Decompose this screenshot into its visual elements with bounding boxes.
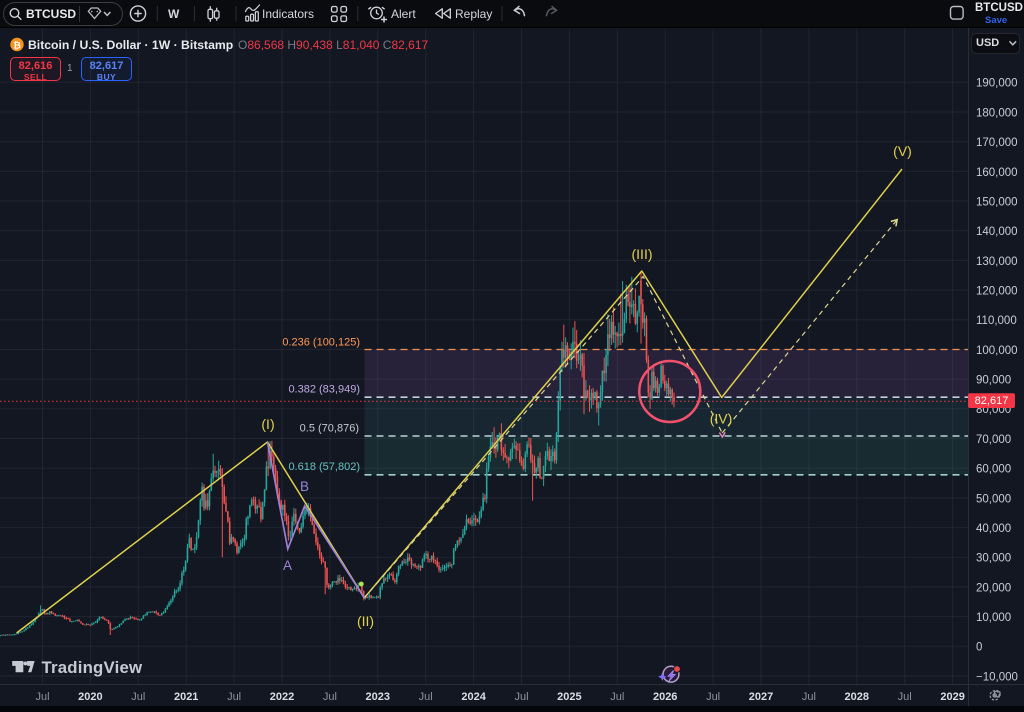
svg-text:Jul: Jul: [323, 691, 337, 703]
svg-text:0.236 (100,125): 0.236 (100,125): [282, 336, 360, 348]
svg-text:2028: 2028: [845, 691, 869, 703]
svg-text:(I): (I): [261, 416, 274, 432]
svg-text:50,000: 50,000: [976, 493, 1011, 505]
svg-text:2024: 2024: [461, 691, 486, 703]
svg-text:Jul: Jul: [514, 691, 528, 703]
svg-text:90,000: 90,000: [976, 375, 1011, 387]
svg-text:190,000: 190,000: [976, 78, 1018, 90]
svg-text:(II): (II): [357, 613, 374, 629]
svg-text:Alert: Alert: [391, 7, 416, 21]
svg-text:₿: ₿: [13, 41, 21, 52]
svg-text:Jul: Jul: [35, 691, 49, 703]
svg-text:2029: 2029: [940, 691, 964, 703]
svg-text:Jul: Jul: [227, 691, 241, 703]
svg-text:Indicators: Indicators: [262, 7, 314, 21]
svg-text:Jul: Jul: [131, 691, 145, 703]
svg-text:Jul: Jul: [898, 691, 912, 703]
svg-text:−10,000: −10,000: [976, 671, 1018, 683]
svg-text:0: 0: [976, 642, 982, 654]
svg-text:(V): (V): [893, 143, 912, 159]
svg-text:82,617: 82,617: [975, 395, 1009, 407]
svg-text:140,000: 140,000: [976, 226, 1018, 238]
svg-text:Replay: Replay: [455, 7, 492, 21]
svg-text:120,000: 120,000: [976, 286, 1018, 298]
svg-text:0.618 (57,802): 0.618 (57,802): [288, 461, 360, 473]
svg-text:130,000: 130,000: [976, 256, 1018, 268]
svg-text:2025: 2025: [557, 691, 581, 703]
svg-text:0.382 (83,949): 0.382 (83,949): [288, 384, 360, 396]
svg-text:Jul: Jul: [802, 691, 816, 703]
svg-text:2023: 2023: [366, 691, 390, 703]
svg-text:(III): (III): [632, 246, 653, 262]
svg-text:BTCUSD: BTCUSD: [26, 7, 76, 21]
svg-text:20,000: 20,000: [976, 582, 1011, 594]
svg-text:W: W: [168, 7, 180, 21]
svg-text:2021: 2021: [174, 691, 198, 703]
svg-text:70,000: 70,000: [976, 434, 1011, 446]
svg-text:40,000: 40,000: [976, 523, 1011, 535]
svg-text:B: B: [300, 479, 309, 494]
svg-text:160,000: 160,000: [976, 167, 1018, 179]
svg-text:2022: 2022: [270, 691, 294, 703]
svg-text:Jul: Jul: [706, 691, 720, 703]
svg-text:180,000: 180,000: [976, 107, 1018, 119]
svg-text:150,000: 150,000: [976, 196, 1018, 208]
svg-text:A: A: [283, 558, 292, 573]
svg-text:2026: 2026: [653, 691, 677, 703]
svg-text:10,000: 10,000: [976, 612, 1011, 624]
svg-text:60,000: 60,000: [976, 464, 1011, 476]
svg-text:2020: 2020: [78, 691, 102, 703]
svg-text:2027: 2027: [749, 691, 773, 703]
svg-text:100,000: 100,000: [976, 345, 1018, 357]
svg-text:(IV): (IV): [710, 411, 733, 427]
svg-text:110,000: 110,000: [976, 315, 1017, 327]
svg-text:0.5 (70,876): 0.5 (70,876): [300, 423, 359, 435]
svg-text:170,000: 170,000: [976, 137, 1018, 149]
svg-text:Jul: Jul: [419, 691, 433, 703]
svg-text:30,000: 30,000: [976, 553, 1011, 565]
svg-text:Jul: Jul: [610, 691, 624, 703]
